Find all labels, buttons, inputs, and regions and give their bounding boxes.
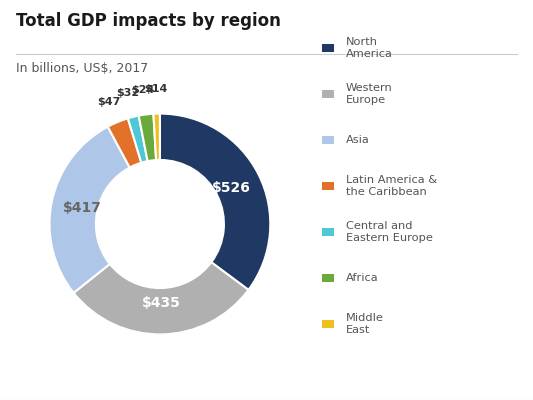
Text: Central and
Eastern Europe: Central and Eastern Europe (346, 221, 433, 243)
Wedge shape (128, 116, 148, 163)
Text: $14: $14 (144, 84, 167, 94)
Text: Africa: Africa (346, 273, 378, 283)
Wedge shape (108, 118, 141, 168)
Text: $526: $526 (212, 181, 251, 195)
Text: Total GDP impacts by region: Total GDP impacts by region (16, 12, 281, 30)
Wedge shape (160, 114, 270, 290)
Text: $47: $47 (98, 97, 121, 107)
Text: Latin America &
the Caribbean: Latin America & the Caribbean (346, 175, 437, 197)
Text: Middle
East: Middle East (346, 313, 384, 335)
Text: $32: $32 (116, 88, 139, 98)
Text: $435: $435 (142, 296, 181, 310)
Text: Asia: Asia (346, 135, 370, 145)
Text: North
America: North America (346, 37, 393, 59)
Text: $417: $417 (62, 201, 101, 215)
Wedge shape (154, 114, 160, 160)
Wedge shape (74, 262, 248, 334)
Wedge shape (139, 114, 156, 161)
Wedge shape (50, 127, 130, 293)
Text: $24: $24 (131, 85, 155, 95)
Text: In billions, US$, 2017: In billions, US$, 2017 (16, 62, 148, 75)
Text: Western
Europe: Western Europe (346, 83, 393, 105)
